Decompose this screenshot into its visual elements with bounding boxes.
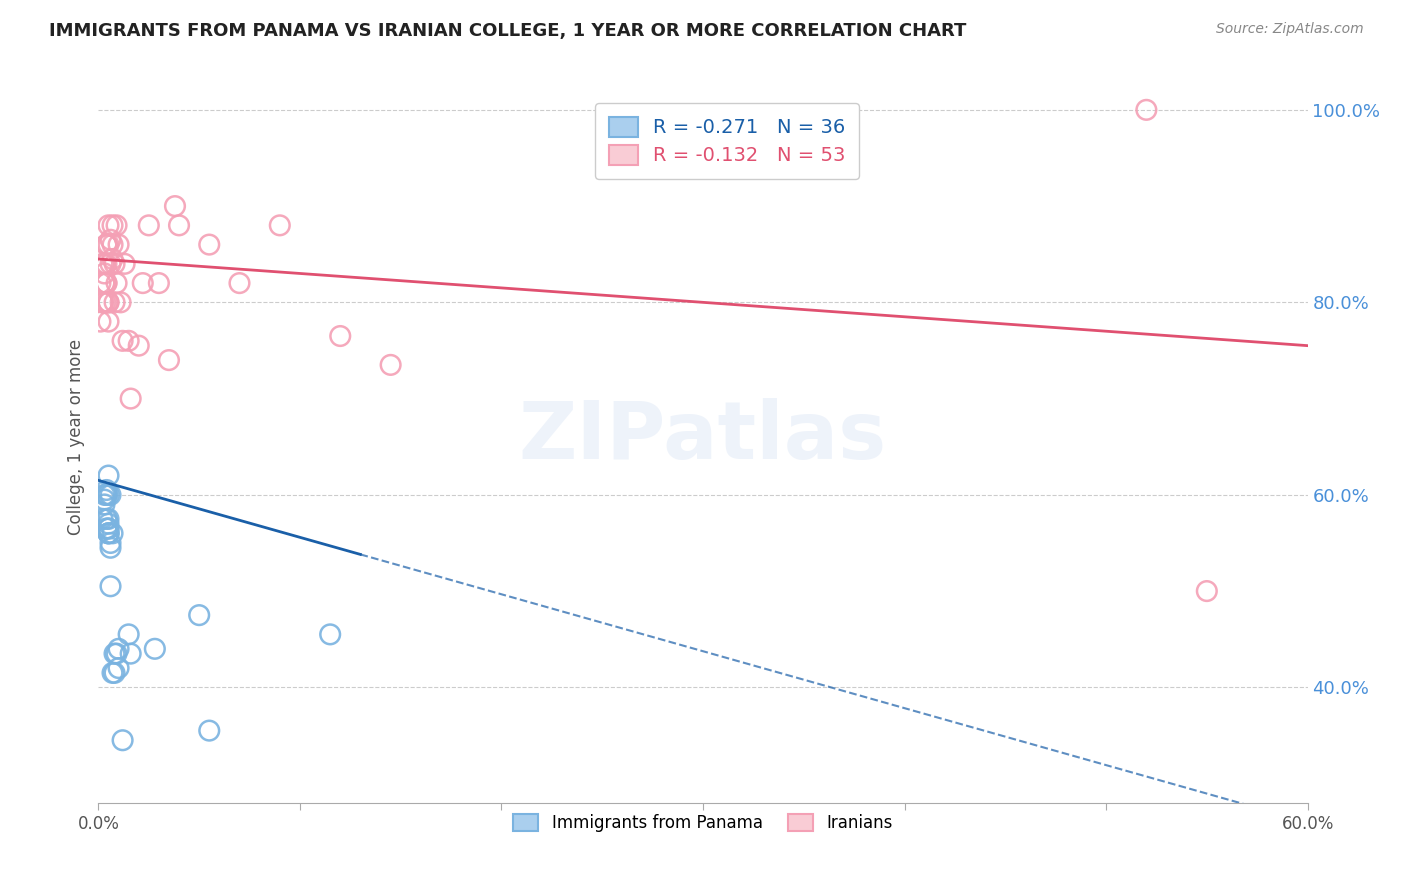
Point xyxy=(97,295,120,310)
Point xyxy=(198,237,221,252)
Point xyxy=(163,199,186,213)
Point xyxy=(1195,584,1218,599)
Point xyxy=(138,219,160,233)
Point xyxy=(107,661,129,675)
Point xyxy=(91,295,114,310)
Point xyxy=(91,295,114,310)
Point xyxy=(97,295,120,310)
Point xyxy=(120,647,142,661)
Point xyxy=(93,276,115,290)
Point xyxy=(97,488,120,502)
Point xyxy=(101,252,124,266)
Point xyxy=(157,353,180,368)
Point xyxy=(93,257,115,271)
Point xyxy=(100,579,122,593)
Point xyxy=(97,219,120,233)
Point xyxy=(97,526,120,541)
Point xyxy=(96,237,118,252)
Point xyxy=(105,276,128,290)
Text: ZIPatlas: ZIPatlas xyxy=(519,398,887,476)
Point xyxy=(148,276,170,290)
Point xyxy=(198,723,221,738)
Point xyxy=(100,233,122,247)
Point xyxy=(1135,103,1157,117)
Point xyxy=(96,276,118,290)
Point xyxy=(96,488,118,502)
Point xyxy=(103,647,125,661)
Point xyxy=(132,276,155,290)
Point xyxy=(96,276,118,290)
Point xyxy=(97,237,120,252)
Point xyxy=(89,276,111,290)
Point xyxy=(103,665,125,680)
Point xyxy=(118,627,141,641)
Point xyxy=(143,641,166,656)
Point xyxy=(93,257,115,271)
Point xyxy=(97,526,120,541)
Point xyxy=(93,488,115,502)
Point xyxy=(97,315,120,329)
Point xyxy=(96,237,118,252)
Point xyxy=(105,219,128,233)
Point xyxy=(103,257,125,271)
Point xyxy=(91,257,114,271)
Point xyxy=(128,338,150,352)
Point xyxy=(329,329,352,343)
Point xyxy=(167,219,190,233)
Point xyxy=(96,483,118,497)
Point xyxy=(101,526,124,541)
Point xyxy=(100,541,122,555)
Y-axis label: College, 1 year or more: College, 1 year or more xyxy=(66,339,84,535)
Point xyxy=(120,392,142,406)
Point xyxy=(111,334,134,348)
Point xyxy=(97,521,120,535)
Text: IMMIGRANTS FROM PANAMA VS IRANIAN COLLEGE, 1 YEAR OR MORE CORRELATION CHART: IMMIGRANTS FROM PANAMA VS IRANIAN COLLEG… xyxy=(49,22,966,40)
Point xyxy=(188,608,211,623)
Point xyxy=(111,733,134,747)
Point xyxy=(319,627,342,641)
Point xyxy=(103,295,125,310)
Point xyxy=(105,647,128,661)
Point xyxy=(228,276,250,290)
Point xyxy=(96,295,118,310)
Point xyxy=(96,257,118,271)
Point xyxy=(97,526,120,541)
Point xyxy=(380,358,402,372)
Point xyxy=(96,512,118,526)
Point xyxy=(269,219,291,233)
Point xyxy=(118,334,141,348)
Point xyxy=(91,512,114,526)
Point xyxy=(96,488,118,502)
Point xyxy=(93,276,115,290)
Point xyxy=(93,267,115,281)
Point xyxy=(96,237,118,252)
Point xyxy=(89,315,111,329)
Point xyxy=(93,498,115,512)
Point xyxy=(93,492,115,507)
Point xyxy=(100,488,122,502)
Point xyxy=(97,516,120,531)
Legend: Immigrants from Panama, Iranians: Immigrants from Panama, Iranians xyxy=(506,807,900,838)
Point xyxy=(110,295,132,310)
Point xyxy=(97,468,120,483)
Point xyxy=(114,257,136,271)
Point xyxy=(93,295,115,310)
Point xyxy=(100,536,122,550)
Text: Source: ZipAtlas.com: Source: ZipAtlas.com xyxy=(1216,22,1364,37)
Point xyxy=(101,219,124,233)
Point xyxy=(101,665,124,680)
Point xyxy=(97,512,120,526)
Point xyxy=(107,641,129,656)
Point xyxy=(107,237,129,252)
Point xyxy=(101,237,124,252)
Point xyxy=(93,257,115,271)
Point xyxy=(100,257,122,271)
Point xyxy=(97,521,120,535)
Point xyxy=(96,521,118,535)
